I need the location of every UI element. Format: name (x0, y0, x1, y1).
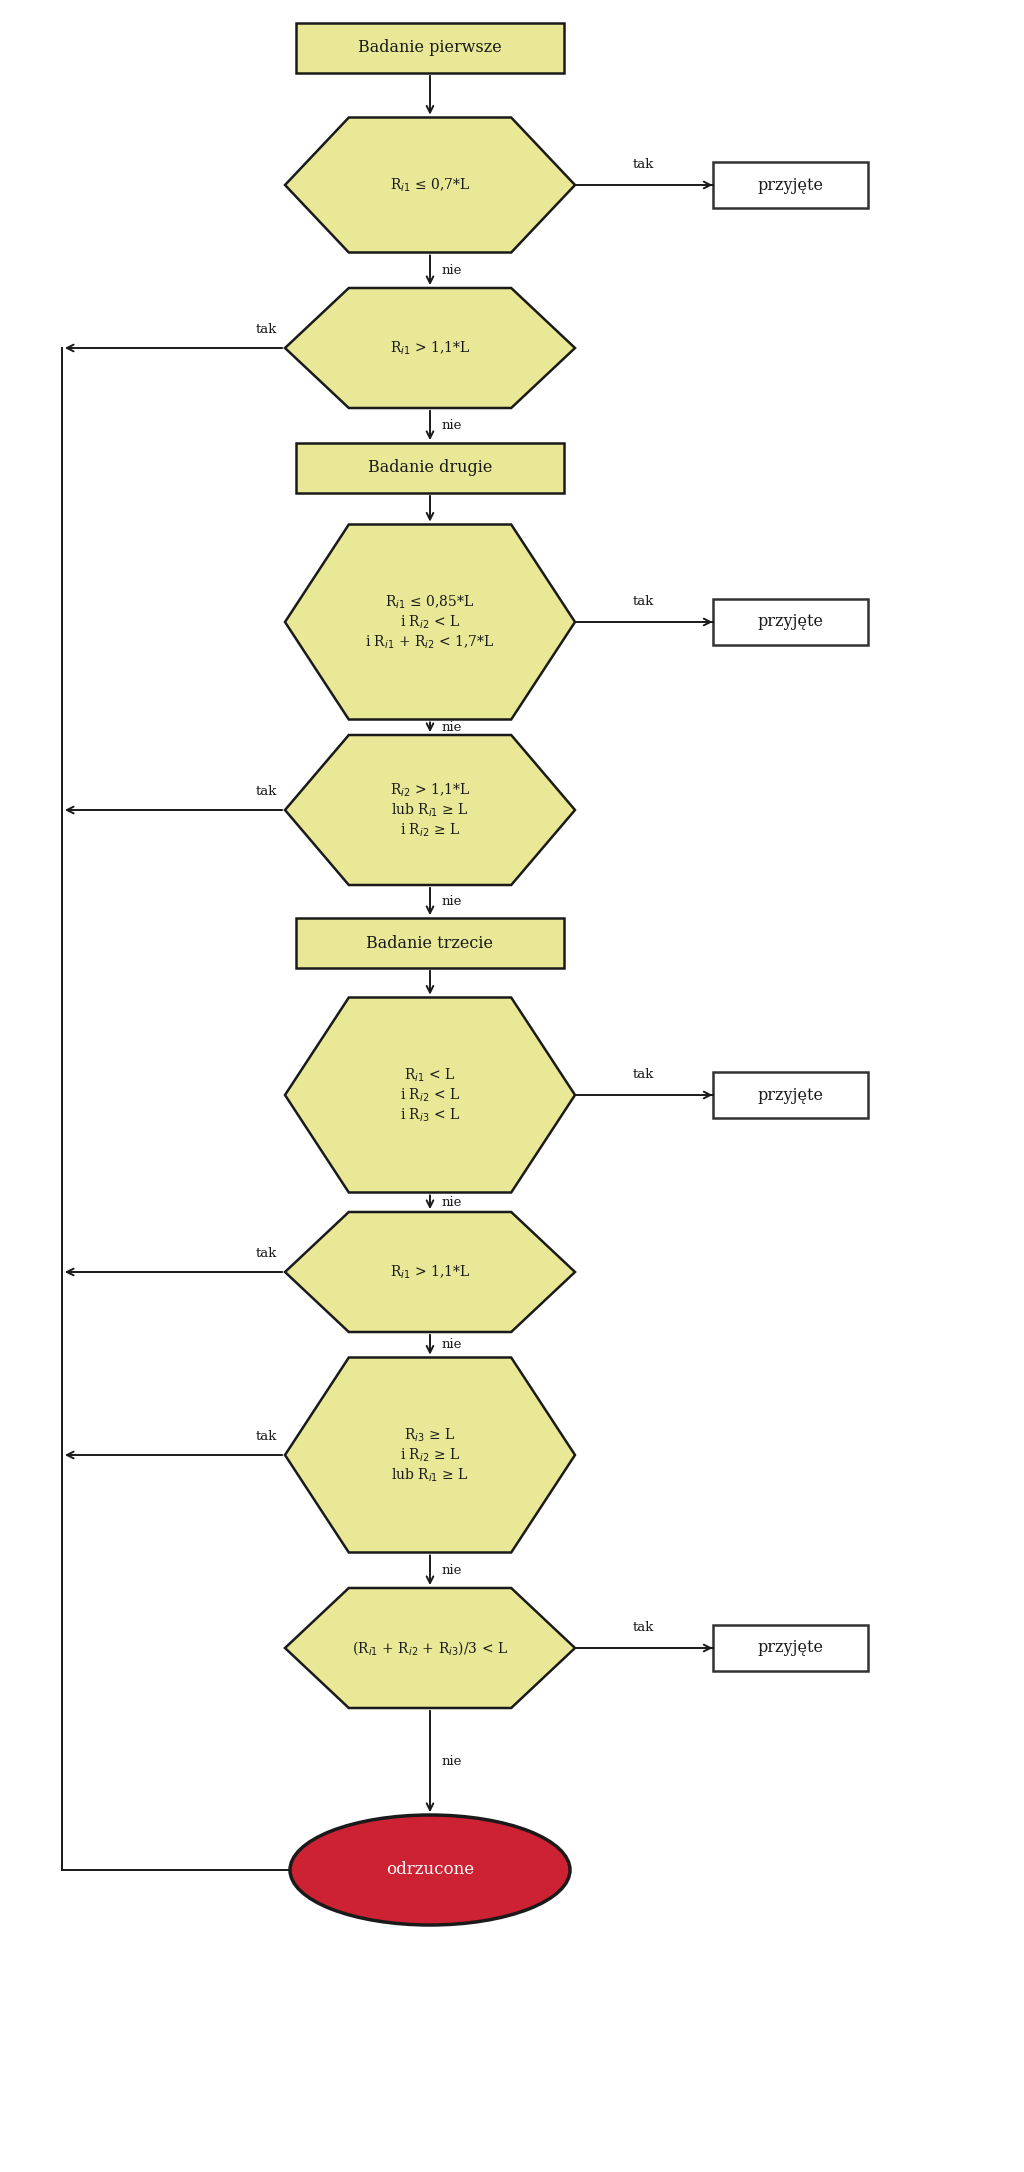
Text: R$_{i1}$ > 1,1*L: R$_{i1}$ > 1,1*L (390, 339, 470, 356)
Bar (296, 443, 564, 493)
Text: R$_{i1}$ > 1,1*L: R$_{i1}$ > 1,1*L (390, 1264, 470, 1281)
Text: odrzucone: odrzucone (386, 1861, 474, 1879)
Text: przyjęte: przyjęte (757, 613, 823, 630)
Ellipse shape (290, 1816, 570, 1924)
Text: tak: tak (256, 1429, 278, 1442)
Text: tak: tak (633, 595, 654, 608)
Polygon shape (285, 1588, 575, 1707)
Polygon shape (285, 289, 575, 408)
Bar (713, 1073, 867, 1119)
Text: nie: nie (442, 1338, 463, 1351)
Text: (R$_{i1}$ + R$_{i2}$ + R$_{i3}$)/3 < L: (R$_{i1}$ + R$_{i2}$ + R$_{i3}$)/3 < L (352, 1640, 508, 1657)
Text: tak: tak (256, 324, 278, 337)
Text: R$_{i2}$ > 1,1*L
lub R$_{i1}$ ≥ L
i R$_{i2}$ ≥ L: R$_{i2}$ > 1,1*L lub R$_{i1}$ ≥ L i R$_{… (390, 782, 470, 838)
Bar (713, 163, 867, 209)
Text: nie: nie (442, 1755, 463, 1768)
Text: R$_{i1}$ ≤ 0,85*L
i R$_{i2}$ < L
i R$_{i1}$ + R$_{i2}$ < 1,7*L: R$_{i1}$ ≤ 0,85*L i R$_{i2}$ < L i R$_{i… (366, 593, 495, 652)
Text: nie: nie (442, 721, 463, 734)
Polygon shape (285, 734, 575, 884)
Text: R$_{i1}$ < L
i R$_{i2}$ < L
i R$_{i3}$ < L: R$_{i1}$ < L i R$_{i2}$ < L i R$_{i3}$ <… (400, 1066, 460, 1123)
Bar (713, 599, 867, 645)
Polygon shape (285, 117, 575, 252)
Text: nie: nie (442, 1564, 463, 1577)
Text: R$_{i3}$ ≥ L
i R$_{i2}$ ≥ L
lub R$_{i1}$ ≥ L: R$_{i3}$ ≥ L i R$_{i2}$ ≥ L lub R$_{i1}$… (391, 1427, 469, 1483)
Bar (296, 919, 564, 969)
Text: tak: tak (256, 784, 278, 797)
Text: tak: tak (633, 1069, 654, 1082)
Text: tak: tak (633, 1620, 654, 1633)
Text: przyjęte: przyjęte (757, 1640, 823, 1657)
Text: Badanie drugie: Badanie drugie (368, 460, 493, 476)
Bar (713, 1625, 867, 1670)
Text: nie: nie (442, 419, 463, 432)
Text: tak: tak (256, 1247, 278, 1260)
Text: nie: nie (442, 1197, 463, 1210)
Polygon shape (285, 1358, 575, 1553)
Text: tak: tak (633, 159, 654, 172)
Text: nie: nie (442, 263, 463, 276)
Polygon shape (285, 997, 575, 1192)
Bar (296, 24, 564, 74)
Text: R$_{i1}$ ≤ 0,7*L: R$_{i1}$ ≤ 0,7*L (390, 176, 470, 193)
Text: przyjęte: przyjęte (757, 1086, 823, 1103)
Text: nie: nie (442, 895, 463, 908)
Text: przyjęte: przyjęte (757, 176, 823, 193)
Polygon shape (285, 1212, 575, 1331)
Text: Badanie trzecie: Badanie trzecie (367, 934, 494, 951)
Polygon shape (285, 523, 575, 719)
Text: Badanie pierwsze: Badanie pierwsze (358, 39, 502, 56)
